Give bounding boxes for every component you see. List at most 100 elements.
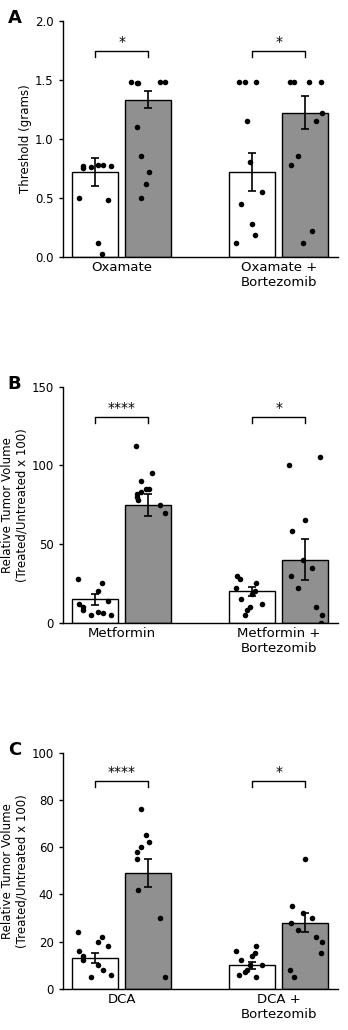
Point [88,159,93,175]
Point [309,909,315,926]
Point [138,801,144,818]
Point [234,568,239,584]
Text: C: C [8,741,21,759]
Point [149,465,155,481]
Point [318,946,324,962]
Point [88,607,93,623]
Point [96,157,101,173]
Text: *: * [118,35,125,49]
Point [291,74,296,91]
Point [134,485,140,502]
Point [296,922,301,938]
Point [157,909,163,926]
Point [296,148,301,165]
Point [162,969,167,986]
Point [88,969,93,986]
Point [238,571,243,587]
Point [139,838,144,855]
Point [75,571,81,587]
Bar [72,958,118,989]
Point [289,523,295,540]
Bar [125,505,171,623]
Point [108,158,113,174]
Bar [125,873,171,989]
Point [157,74,163,91]
Point [259,957,265,973]
Point [287,74,293,91]
Point [162,505,167,521]
Point [108,607,113,623]
Point [105,192,111,208]
Bar [229,965,275,989]
Point [80,952,86,968]
Point [239,591,244,608]
Point [233,235,239,251]
Point [77,595,82,612]
Text: *: * [275,402,282,415]
Text: A: A [8,9,22,27]
Point [146,834,152,851]
Point [245,112,250,129]
Point [252,228,258,244]
Point [309,559,315,576]
Point [250,948,255,964]
Point [80,160,86,176]
Point [129,74,134,91]
Point [288,157,294,173]
Point [237,966,242,983]
Text: B: B [8,375,21,392]
Point [135,882,141,898]
Point [134,488,140,505]
Point [252,583,258,599]
Point [139,484,144,501]
Point [286,457,292,474]
Point [250,586,255,603]
Point [288,568,294,584]
Point [80,602,86,618]
Point [105,938,111,955]
Point [143,175,149,192]
Point [242,74,247,91]
Point [134,844,140,860]
Point [317,449,322,466]
Point [239,196,244,212]
Point [239,952,244,968]
Point [296,580,301,596]
Point [138,190,144,206]
Point [134,75,140,92]
Point [80,948,86,964]
Point [100,246,105,263]
Point [96,235,101,251]
Point [287,962,293,978]
Point [253,74,259,91]
Point [143,827,149,844]
Y-axis label: Threshold (grams): Threshold (grams) [19,84,32,193]
Point [289,898,295,915]
Text: ****: **** [108,402,136,415]
Point [105,592,111,609]
Point [313,112,319,129]
Point [96,604,101,620]
Point [318,74,324,91]
Point [134,851,140,867]
Point [80,598,86,615]
Bar [125,100,171,256]
Point [75,924,81,940]
Point [100,605,106,621]
Text: ****: **** [108,765,136,779]
Y-axis label: Relative Tumor Volume
(Treated/Untreated x 100): Relative Tumor Volume (Treated/Untreated… [1,427,29,582]
Point [80,158,86,174]
Point [245,602,250,618]
Bar [282,112,329,256]
Point [146,481,152,497]
Point [313,598,319,615]
Point [253,969,259,986]
Point [233,942,239,959]
Point [250,215,255,232]
Point [77,190,82,206]
Point [319,607,324,623]
Point [252,946,258,962]
Point [259,183,265,200]
Point [135,491,141,508]
Point [300,905,306,922]
